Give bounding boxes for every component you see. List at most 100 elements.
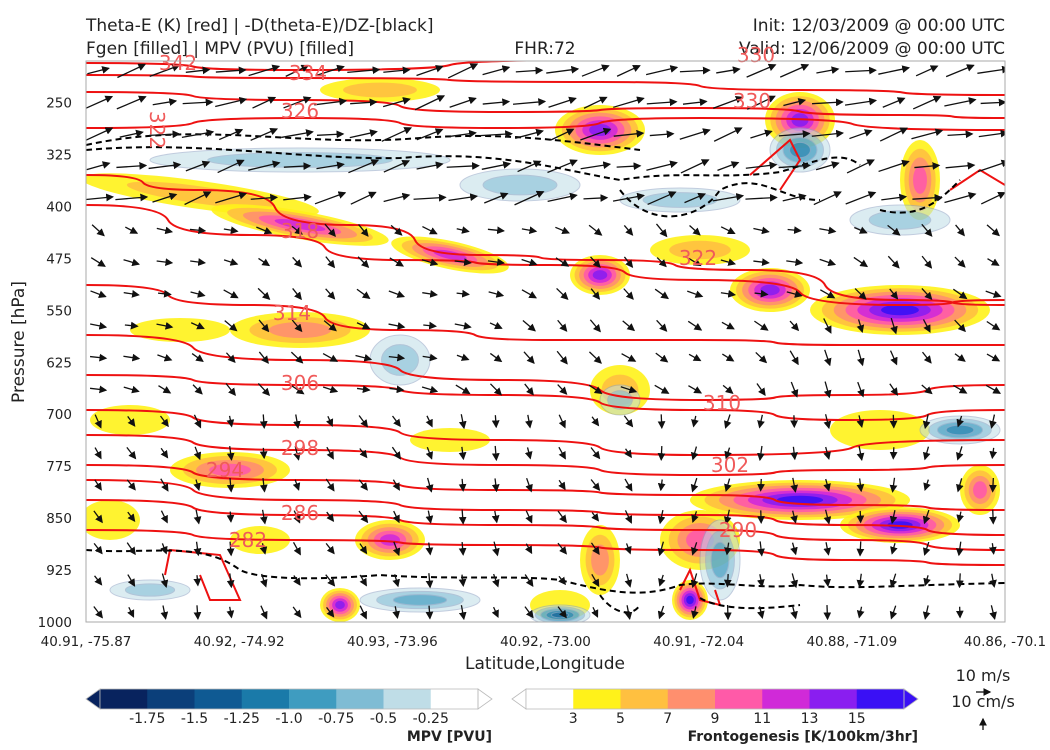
- wind-vector: [293, 510, 301, 524]
- wind-vector: [757, 541, 765, 557]
- wind-vector: [989, 573, 997, 588]
- wind-vector: [856, 478, 865, 493]
- wind-vector: [383, 192, 411, 203]
- theta-e-contour: [86, 91, 1005, 119]
- fgen-fill: [274, 219, 326, 231]
- wind-vector: [160, 605, 169, 620]
- wind-vector: [90, 257, 106, 267]
- wind-vector: [580, 127, 612, 141]
- wind-vector: [790, 573, 799, 589]
- theta-e-contour: [86, 499, 1005, 551]
- wind-vector: [591, 512, 600, 522]
- wind-vector: [856, 319, 865, 333]
- mpv-colorbar-label: MPV [PVU]: [407, 729, 492, 745]
- fgen-colorbar-tick-label: 13: [801, 711, 819, 727]
- fgen-colorbar-tick-label: 11: [753, 711, 771, 727]
- mpv-colorbar-swatch: [194, 689, 243, 709]
- wind-vector: [86, 95, 114, 109]
- wind-vector: [491, 415, 500, 429]
- wind-vector: [922, 541, 931, 556]
- wind-vector: [779, 63, 810, 78]
- wind-vector: [86, 193, 115, 202]
- wind-vector: [956, 478, 964, 493]
- wind-vector: [849, 129, 873, 140]
- theta-e-contour-label: 330: [733, 89, 771, 113]
- fgen-fill: [686, 595, 694, 605]
- wind-vector: [423, 321, 437, 330]
- wind-vector: [721, 321, 735, 330]
- wind-vector: [623, 256, 634, 268]
- wind-vector: [491, 445, 500, 462]
- wind-vector: [778, 130, 811, 138]
- wind-vector: [125, 226, 139, 234]
- wind-vector: [292, 541, 301, 556]
- wind-vector: [954, 319, 966, 333]
- wind-vector: [181, 129, 215, 139]
- wind-vector: [815, 161, 840, 171]
- wind-vector: [458, 509, 467, 525]
- mpv-fill: [710, 541, 730, 579]
- wind-vector: [723, 414, 732, 429]
- wind-vector: [250, 193, 279, 202]
- wind-vector: [458, 605, 467, 621]
- mpv-colorbar-extend-low: [85, 688, 101, 710]
- wind-vector: [787, 226, 802, 234]
- fgen-fill: [86, 500, 140, 540]
- wind-vector: [392, 606, 401, 620]
- wind-vector: [921, 287, 933, 301]
- wind-vector: [786, 258, 804, 266]
- wind-vector: [93, 606, 103, 619]
- wind-vector: [458, 478, 467, 492]
- theta-e-contour: [86, 529, 1005, 566]
- wind-vector: [281, 129, 314, 139]
- mpv-colorbar-swatch: [336, 689, 384, 709]
- wind-vector: [889, 350, 898, 366]
- wind-vector: [985, 290, 1002, 298]
- wind-vector: [156, 322, 174, 330]
- wind-vector: [316, 130, 345, 139]
- theta-e-contour-label: 294: [206, 458, 244, 482]
- fgen-colorbar-swatch: [715, 689, 763, 709]
- wind-vector: [555, 226, 570, 235]
- wind-vector: [889, 510, 898, 525]
- wind-vector: [823, 318, 832, 334]
- wind-vector: [723, 509, 732, 525]
- wind-vector: [293, 446, 301, 461]
- wind-vector: [226, 478, 235, 493]
- mpv-colorbar-tick-label: -0.25: [413, 711, 449, 727]
- wind-vector: [547, 192, 578, 202]
- wind-vector: [985, 384, 1002, 394]
- wind-vector: [645, 65, 679, 76]
- wind-vector: [124, 321, 139, 330]
- wind-vector: [988, 543, 997, 555]
- wind-vector: [558, 414, 566, 429]
- wind-vector: [225, 352, 236, 364]
- wind-vector: [790, 446, 798, 461]
- wind-vector: [316, 64, 345, 77]
- wind-vector: [757, 445, 765, 462]
- y-tick-label: 850: [46, 511, 72, 527]
- wind-vector: [921, 255, 933, 269]
- y-tick-label: 625: [46, 355, 72, 371]
- wind-vector: [458, 414, 467, 430]
- wind-vector: [521, 289, 538, 299]
- wind-vector: [491, 606, 499, 619]
- wind-vector: [556, 287, 569, 300]
- wind-vector: [323, 320, 337, 332]
- wind-vector: [722, 384, 734, 394]
- wind-vector: [612, 192, 645, 202]
- theta-e-contour-label: 310: [703, 391, 741, 415]
- wind-vector: [987, 258, 1000, 266]
- wind-vector: [482, 98, 511, 107]
- wind-vector: [152, 192, 178, 203]
- mpv-fill: [124, 583, 176, 597]
- fgen-colorbar-swatch: [667, 689, 716, 709]
- mpv-colorbar-swatch: [100, 689, 148, 709]
- wind-vector: [355, 353, 373, 362]
- wind-vector: [757, 414, 765, 429]
- wind-vector: [348, 159, 380, 174]
- theta-e-contour-label: 322: [145, 111, 169, 149]
- x-axis-ticks: 40.91, -75.87 40.92, -74.92 40.93, -73.96 4…: [41, 634, 1046, 650]
- wind-vector: [523, 351, 535, 364]
- fgen-colorbar-tick-label: 15: [848, 711, 866, 727]
